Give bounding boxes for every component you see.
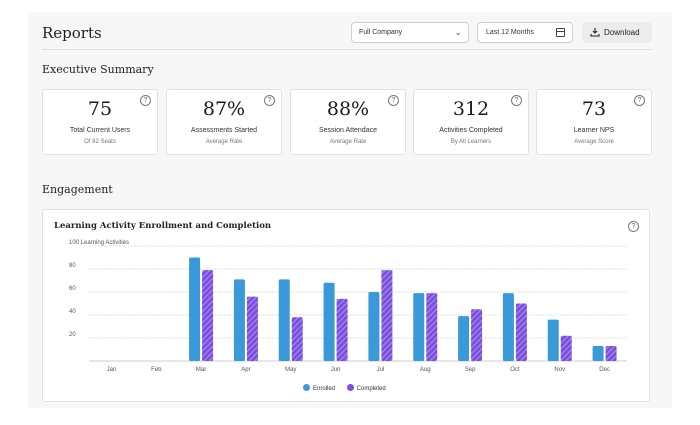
kpi-value: 73 [581, 98, 607, 120]
date-range-select[interactable]: Last 12 Months [477, 22, 573, 43]
y-tick-label: 80 [69, 263, 76, 269]
chart-title: Learning Activity Enrollment and Complet… [54, 221, 272, 231]
kpi-card-learner-nps: 73 Learner NPS Average Score ? [536, 89, 652, 155]
x-tick-label: Sep [465, 367, 476, 373]
kpi-value: 88% [326, 98, 370, 120]
y-tick-label: 20 [69, 332, 76, 338]
bar-enrolled[interactable] [233, 279, 245, 361]
page-title: Reports [42, 24, 102, 42]
kpi-value: 312 [452, 98, 490, 120]
x-tick-label: Feb [151, 367, 162, 373]
x-tick-label: Jul [377, 367, 385, 373]
bar-completed[interactable] [515, 303, 527, 362]
x-tick-label: Nov [554, 367, 565, 373]
kpi-label: Session Attendace [319, 127, 377, 134]
help-icon[interactable]: ? [634, 95, 645, 106]
legend-swatch [346, 384, 354, 391]
enrollment-completion-chart: 20 40 60 80 100 Learning Activities Jan Feb Mar… [69, 240, 627, 373]
bar-completed[interactable] [291, 317, 303, 361]
x-tick-label: Aug [420, 367, 431, 373]
kpi-value: 75 [87, 98, 113, 120]
x-tick-label: May [285, 367, 296, 373]
kpi-sublabel: By All Learners [450, 139, 492, 145]
executive-summary-title: Executive Summary [42, 63, 154, 76]
legend-swatch [303, 384, 310, 391]
help-icon[interactable]: ? [511, 95, 522, 106]
kpi-sublabel: Of 82 Seats [84, 139, 116, 145]
kpi-label: Learner NPS [573, 127, 615, 134]
kpi-label: Activities Completed [439, 127, 503, 134]
kpi-sublabel: Average Rate [329, 139, 367, 145]
kpi-card-activities: 312 Activities Completed By All Learners… [413, 89, 529, 155]
bar-enrolled[interactable] [547, 319, 559, 361]
help-icon[interactable]: ? [140, 95, 151, 106]
kpi-value: 87% [202, 98, 246, 120]
help-icon[interactable]: ? [388, 95, 399, 106]
bar-completed[interactable] [560, 335, 572, 361]
help-icon[interactable]: ? [628, 221, 639, 232]
x-tick-label: Jun [331, 367, 341, 373]
bar-enrolled[interactable] [592, 346, 604, 361]
download-label: Download [604, 28, 640, 37]
reports-header: Reports Full Company ⌄ Last 12 Months Do… [42, 20, 652, 50]
engagement-title: Engagement [42, 183, 113, 196]
kpi-card-assessments: 87% Assessments Started Average Rate ? [166, 89, 282, 155]
x-tick-label: Dec [599, 367, 610, 373]
chart-card: 20 40 60 80 100 Learning Activities Jan Feb Mar… [42, 209, 650, 402]
y-tick-label: 40 [69, 309, 76, 315]
chart-legend: Enrolled Completed [303, 384, 396, 392]
x-tick-label: Oct [510, 367, 520, 373]
calendar-icon [556, 28, 565, 37]
bar-completed[interactable] [336, 298, 348, 361]
chevron-down-icon: ⌄ [454, 27, 462, 37]
bar-completed[interactable] [605, 346, 617, 361]
kpi-card-total-users: 75 Total Current Users Of 82 Seats ? [42, 89, 158, 155]
download-button[interactable]: Download [582, 22, 652, 43]
bar-completed[interactable] [426, 293, 438, 361]
bar-enrolled[interactable] [189, 257, 201, 362]
legend-label: Completed [356, 386, 386, 392]
kpi-row: 75 Total Current Users Of 82 Seats ? 87%… [42, 89, 652, 155]
legend-item-enrolled: Enrolled [303, 384, 335, 392]
bar-enrolled[interactable] [278, 279, 290, 361]
bar-completed[interactable] [471, 309, 483, 361]
kpi-label: Assessments Started [190, 127, 258, 134]
x-tick-label: Apr [241, 367, 250, 373]
x-tick-label: Jan [107, 367, 117, 373]
bar-completed[interactable] [381, 270, 393, 361]
legend-item-completed: Completed [346, 384, 386, 392]
date-range-value: Last 12 Months [486, 29, 534, 36]
company-select-value: Full Company [359, 29, 403, 36]
download-icon [590, 28, 600, 37]
y-tick-label: 100 Learning Activities [69, 240, 129, 246]
kpi-sublabel: Average Rate [205, 139, 243, 145]
bar-enrolled[interactable] [413, 293, 425, 361]
bar-enrolled[interactable] [502, 293, 514, 361]
bar-enrolled[interactable] [368, 292, 380, 361]
bar-completed[interactable] [202, 270, 214, 361]
bar-enrolled[interactable] [458, 316, 470, 361]
bar-completed[interactable] [246, 296, 258, 361]
y-tick-label: 60 [69, 286, 76, 292]
legend-label: Enrolled [313, 386, 336, 392]
kpi-sublabel: Average Score [574, 139, 614, 145]
kpi-label: Total Current Users [69, 127, 131, 134]
help-icon[interactable]: ? [264, 95, 275, 106]
x-tick-label: Mar [196, 367, 206, 373]
kpi-card-session-attendance: 88% Session Attendace Average Rate ? [290, 89, 406, 155]
company-select[interactable]: Full Company ⌄ [351, 22, 469, 43]
bar-enrolled[interactable] [323, 282, 335, 361]
